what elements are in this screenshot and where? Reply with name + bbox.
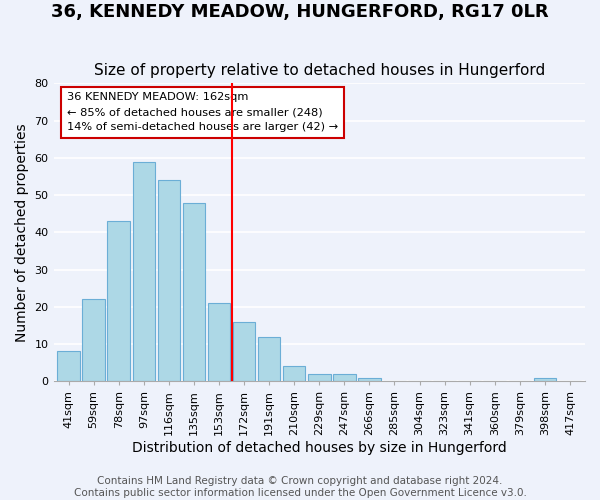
Bar bbox=[358, 378, 380, 382]
Bar bbox=[283, 366, 305, 382]
Bar bbox=[182, 202, 205, 382]
Bar bbox=[133, 162, 155, 382]
Text: 36 KENNEDY MEADOW: 162sqm
← 85% of detached houses are smaller (248)
14% of semi: 36 KENNEDY MEADOW: 162sqm ← 85% of detac… bbox=[67, 92, 338, 132]
Title: Size of property relative to detached houses in Hungerford: Size of property relative to detached ho… bbox=[94, 63, 545, 78]
Bar bbox=[308, 374, 331, 382]
Bar bbox=[82, 300, 105, 382]
Y-axis label: Number of detached properties: Number of detached properties bbox=[15, 123, 29, 342]
Bar bbox=[208, 303, 230, 382]
Bar bbox=[233, 322, 256, 382]
Bar bbox=[258, 336, 280, 382]
Bar bbox=[58, 352, 80, 382]
Bar bbox=[533, 378, 556, 382]
Bar bbox=[333, 374, 356, 382]
X-axis label: Distribution of detached houses by size in Hungerford: Distribution of detached houses by size … bbox=[132, 441, 506, 455]
Text: 36, KENNEDY MEADOW, HUNGERFORD, RG17 0LR: 36, KENNEDY MEADOW, HUNGERFORD, RG17 0LR bbox=[51, 2, 549, 21]
Text: Contains HM Land Registry data © Crown copyright and database right 2024.
Contai: Contains HM Land Registry data © Crown c… bbox=[74, 476, 526, 498]
Bar bbox=[158, 180, 180, 382]
Bar bbox=[107, 221, 130, 382]
